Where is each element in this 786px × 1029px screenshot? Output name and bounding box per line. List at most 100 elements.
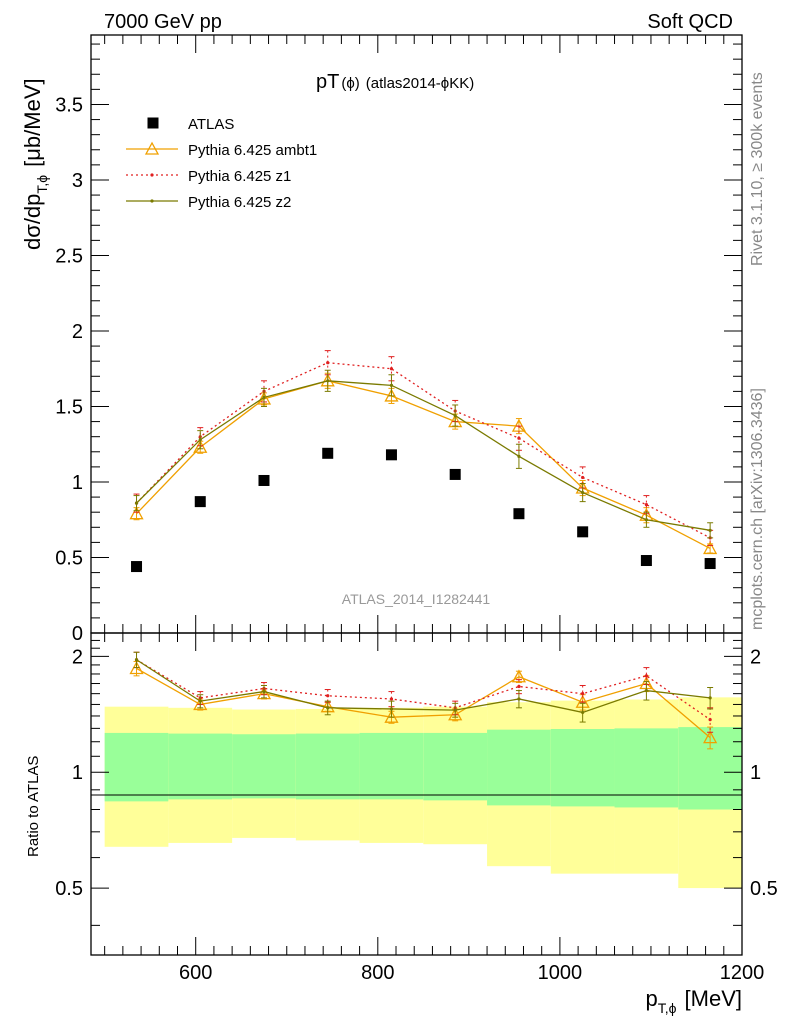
ratio-data-point <box>256 686 272 700</box>
main-y-tick-label: 3 <box>72 170 83 192</box>
category-label: Soft QCD <box>647 11 733 33</box>
ratio-y-tick-label: 1 <box>72 762 83 784</box>
x-tick-label: 800 <box>361 962 394 984</box>
main-y-tick-label: 0.5 <box>55 547 83 569</box>
ratio-data-point <box>389 707 394 711</box>
main-data-point <box>258 474 270 486</box>
band-green <box>423 732 488 801</box>
ratio-panel: 0.5 0.5 1 1 2 2 600 800 1000 1200 Ratio to ATLAS… <box>25 35 778 1016</box>
main-series-line <box>136 362 711 539</box>
ratio-data-point <box>581 710 585 715</box>
ratio-data-point <box>708 717 712 722</box>
ratio-data-point <box>198 699 202 703</box>
main-data-point <box>708 528 712 532</box>
ratio-data-point <box>644 674 648 678</box>
main-data-point <box>198 438 202 442</box>
mcplots-label: mcplots.cern.ch [arXiv:1306.3436] <box>749 388 766 630</box>
main-data-point <box>517 436 521 440</box>
main-data-point <box>326 379 330 383</box>
ratio-frame <box>90 632 743 956</box>
ratio-data-point <box>703 730 718 744</box>
ratio-y-ticks: 0.5 0.5 1 1 2 2 <box>55 639 778 926</box>
main-data-point <box>193 439 208 453</box>
uncertainty-bands <box>104 697 742 889</box>
main-data-point <box>577 526 589 538</box>
band-green <box>295 733 360 800</box>
main-data-point <box>517 454 521 458</box>
main-y-tick-label: 2.5 <box>55 245 83 267</box>
main-data-point <box>389 367 394 371</box>
main-series-line <box>136 380 711 531</box>
band-green <box>232 734 296 799</box>
main-data-point <box>644 518 648 522</box>
legend-marker <box>144 141 160 155</box>
rivet-label: Rivet 3.1.10, ≥ 300k events <box>749 72 766 266</box>
legend-label: ATLAS <box>188 116 234 133</box>
x-axis-label: pT,ϕ [MeV] <box>646 986 742 1016</box>
main-series-3 <box>133 369 714 539</box>
main-series-line <box>136 380 711 550</box>
ratio-y-tick-label-right: 2 <box>750 646 761 668</box>
main-y-tick-label: 3.5 <box>55 94 83 116</box>
main-series-2 <box>133 350 714 546</box>
main-y-tick-label: 1.5 <box>55 396 83 418</box>
main-data-point <box>194 496 206 508</box>
legend-marker <box>147 117 159 129</box>
main-y-ticks: 0 0.5 1 1.5 2 2.5 3 3.5 <box>55 43 742 645</box>
ratio-data-point <box>644 688 648 693</box>
main-data-point <box>703 541 718 555</box>
main-y-axis-label: dσ/dpT,ϕ[μb/MeV] <box>20 78 50 250</box>
band-green <box>168 733 233 800</box>
main-data-point <box>385 449 397 461</box>
x-tick-label: 1200 <box>720 962 765 984</box>
main-data-point <box>640 555 652 567</box>
main-data-point <box>134 501 139 505</box>
ratio-y-axis-label: Ratio to ATLAS <box>25 756 42 857</box>
x-tick-label: 600 <box>179 962 212 984</box>
legend-label: Pythia 6.425 z2 <box>188 194 291 211</box>
legend-marker <box>150 199 154 203</box>
main-panel: ATLAS_2014_I1282441 0 0.5 1 1.5 2 2.5 3 3.5 pT(… <box>20 34 743 645</box>
ratio-data-point <box>134 658 139 662</box>
ratio-data-point <box>581 692 585 696</box>
band-green <box>614 728 679 808</box>
legend-label: Pythia 6.425 z1 <box>188 168 291 185</box>
ratio-y-tick-label: 0.5 <box>55 878 83 900</box>
x-tick-label: 1000 <box>538 962 583 984</box>
ratio-series-line <box>136 659 711 721</box>
ratio-data-point <box>517 684 521 689</box>
ratio-series-2 <box>133 651 714 723</box>
legend-label: Pythia 6.425 ambt1 <box>188 142 317 159</box>
main-data-point <box>453 413 457 418</box>
main-y-tick-label: 0 <box>72 623 83 645</box>
ratio-y-tick-label: 2 <box>72 646 83 668</box>
main-title: pT (ϕ) (atlas2014-ϕKK) <box>316 71 474 93</box>
main-data-point <box>389 383 394 387</box>
ratio-series-line <box>136 659 711 714</box>
main-data-point <box>129 506 144 520</box>
ratio-data-point <box>262 689 266 694</box>
ratio-data-point <box>326 694 330 698</box>
ratio-data-point <box>511 669 527 683</box>
main-data-point <box>704 558 716 570</box>
ratio-data-point <box>708 696 712 700</box>
ratio-data-point <box>326 706 330 710</box>
band-green <box>487 729 551 806</box>
main-data-point <box>326 361 330 365</box>
main-data-point <box>581 475 585 480</box>
legend-marker <box>150 173 154 177</box>
main-series-0 <box>131 447 716 573</box>
ratio-data-point <box>389 697 394 701</box>
energy-label: 7000 GeV pp <box>104 11 222 33</box>
x-ticks: 600 800 1000 1200 <box>104 35 765 984</box>
ratio-series-line <box>136 667 711 739</box>
main-data-point <box>262 395 266 400</box>
main-y-tick-label: 1 <box>72 472 83 494</box>
band-green <box>359 732 424 800</box>
main-data-point <box>581 490 585 495</box>
ratio-data-point <box>453 708 457 712</box>
main-series-layer <box>129 350 718 573</box>
ratio-y-tick-label-right: 1 <box>750 762 761 784</box>
main-data-point <box>322 447 334 459</box>
